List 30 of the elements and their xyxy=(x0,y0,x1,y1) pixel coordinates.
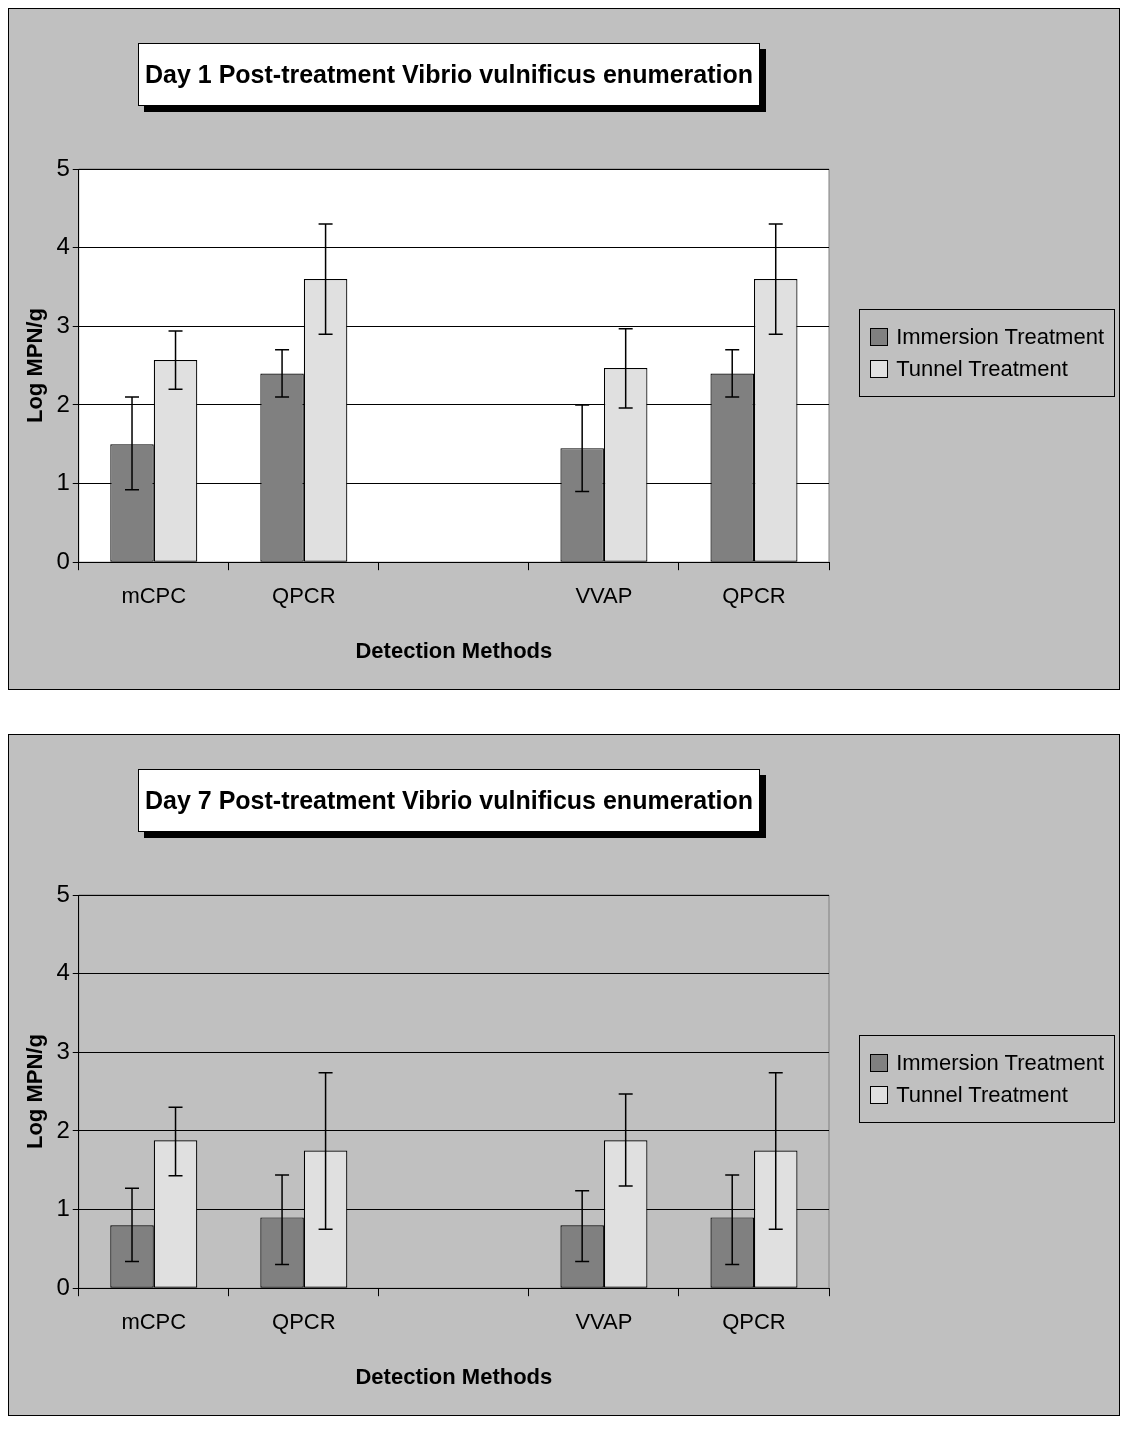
y-tick-label: 1 xyxy=(56,468,70,496)
x-tick-label: VVAP xyxy=(575,583,633,609)
legend-label: Immersion Treatment xyxy=(896,324,1104,350)
y-tick-label: 4 xyxy=(56,958,70,986)
y-tick-label: 5 xyxy=(56,153,70,181)
x-tick-label: mCPC xyxy=(121,583,187,609)
y-tick-label: 2 xyxy=(56,1115,70,1143)
legend-label: Immersion Treatment xyxy=(896,1050,1104,1076)
x-tick-label: QPCR xyxy=(722,1309,786,1335)
x-tick-label: VVAP xyxy=(575,1309,633,1335)
legend-label: Tunnel Treatment xyxy=(896,1082,1068,1108)
x-tick-label: QPCR xyxy=(272,583,336,609)
x-tick-label: QPCR xyxy=(272,1309,336,1335)
y-tick-label: 4 xyxy=(56,232,70,260)
y-tick-label: 3 xyxy=(56,310,70,338)
x-tick-label: mCPC xyxy=(121,1309,187,1335)
x-tick-label: QPCR xyxy=(722,583,786,609)
y-axis-title: Log MPN/g xyxy=(22,308,48,424)
chart-title: Day 7 Post-treatment Vibrio vulnificus enumeration xyxy=(137,769,760,832)
y-tick-label: 0 xyxy=(56,1272,70,1300)
x-axis-title: Detection Methods xyxy=(355,1363,553,1389)
y-tick-label: 3 xyxy=(56,1036,70,1064)
y-tick-label: 5 xyxy=(56,879,70,907)
legend-label: Tunnel Treatment xyxy=(896,356,1068,382)
y-tick-label: 1 xyxy=(56,1194,70,1222)
y-axis-title: Log MPN/g xyxy=(22,1034,48,1150)
y-tick-label: 0 xyxy=(56,546,70,574)
y-tick-label: 2 xyxy=(56,389,70,417)
x-axis-title: Detection Methods xyxy=(355,637,553,663)
chart-title: Day 1 Post-treatment Vibrio vulnificus enumeration xyxy=(137,43,760,106)
